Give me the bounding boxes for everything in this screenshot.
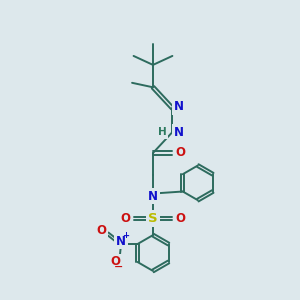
Text: N: N xyxy=(174,100,184,113)
Text: O: O xyxy=(175,212,185,225)
Text: N: N xyxy=(174,126,184,139)
Text: −: − xyxy=(114,262,124,272)
Text: O: O xyxy=(110,256,120,268)
Text: S: S xyxy=(148,212,158,225)
Text: H: H xyxy=(158,127,166,137)
Text: O: O xyxy=(97,224,106,237)
Text: O: O xyxy=(176,146,186,160)
Text: O: O xyxy=(121,212,131,225)
Text: +: + xyxy=(122,231,129,240)
Text: N: N xyxy=(148,190,158,203)
Text: N: N xyxy=(116,235,126,248)
